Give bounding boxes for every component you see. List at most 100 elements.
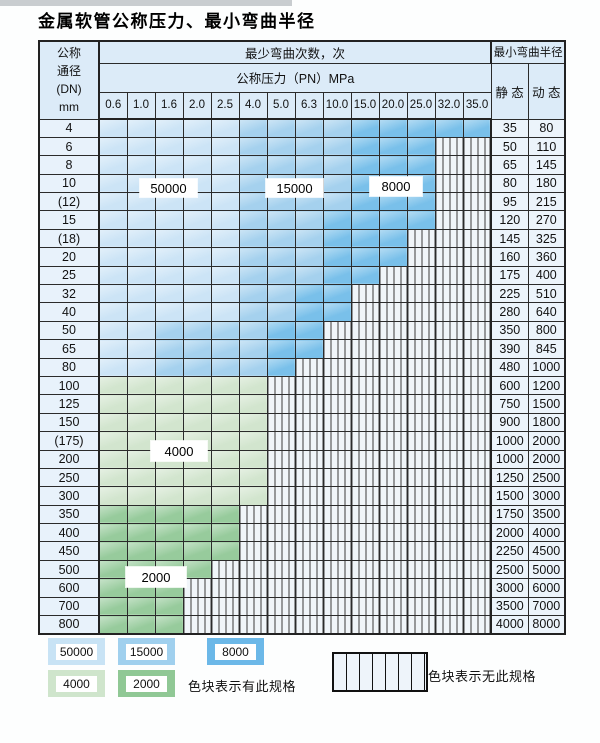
dn-cell: 100 [38,375,100,396]
cycle-cell [462,228,492,249]
cycle-cell [238,375,268,396]
cycle-cell [322,541,352,561]
static-radius-cell: 225 [490,284,529,304]
cycle-cell [266,339,296,359]
cycle-cell [238,559,268,580]
dn-cell: 150 [38,412,100,433]
cycle-cell [322,173,352,194]
cycle-cell [406,339,436,359]
dynamic-radius-cell: 110 [527,136,566,157]
cycle-cell [322,449,352,469]
dynamic-radius-cell: 1500 [527,394,566,414]
cycle-cell [238,210,268,230]
cycle-cell [210,431,240,451]
static-radius-cell: 4000 [490,615,529,635]
dynamic-radius-cell: 6000 [527,578,566,598]
cycle-cell [126,210,156,230]
static-radius-cell: 1750 [490,504,529,525]
cycle-cell [378,302,408,322]
header-dynamic: 动 态 [527,62,566,120]
dynamic-radius-cell: 800 [527,320,566,341]
cycle-cell [182,596,212,617]
cycle-cell [350,155,380,175]
cycle-cell [434,467,464,488]
cycle-cell [98,541,128,561]
cycle-cell [294,578,324,598]
static-radius-cell: 3500 [490,596,529,617]
dn-cell: (18) [38,228,100,249]
dn-cell: 800 [38,615,100,635]
table-row: 40 280 640 [38,302,566,322]
cycle-cell [294,155,324,175]
pressure-header: 2.5 [210,91,240,120]
static-radius-cell: 280 [490,302,529,322]
cycle-cell [322,394,352,414]
cycle-cell [378,155,408,175]
dynamic-radius-cell: 845 [527,339,566,359]
cycle-cell [210,136,240,157]
cycle-cell [350,357,380,377]
cycle-cell [210,339,240,359]
cycle-cell [98,486,128,506]
cycle-cell [98,467,128,488]
dn-cell: 65 [38,339,100,359]
cycle-cell [294,467,324,488]
static-radius-cell: 750 [490,394,529,414]
cycle-cell [322,228,352,249]
cycle-cell [210,596,240,617]
cycle-cell [350,449,380,469]
table-row: 150 900 1800 [38,412,566,433]
cycle-cell [434,449,464,469]
cycle-cell [406,247,436,267]
cycle-cell [434,559,464,580]
cycle-cell [434,375,464,396]
cycle-cell [406,541,436,561]
cycle-cell [294,596,324,617]
cycle-cell [294,339,324,359]
cycle-cell [322,118,352,138]
cycle-cell [266,302,296,322]
cycle-cell [154,210,184,230]
cycle-cell [462,210,492,230]
cycle-cell [322,265,352,286]
legend-swatch-4000-label: 4000 [56,675,97,692]
header-dn: 公称 通径 (DN) mm [38,40,100,120]
cycle-cell [210,284,240,304]
cycle-cell [98,504,128,525]
page-title: 金属软管公称压力、最小弯曲半径 [38,12,316,32]
cycle-cell [350,486,380,506]
table-row: 125 750 1500 [38,394,566,414]
cycle-cell [378,118,408,138]
zone-label-2000: 2000 [126,567,186,587]
dn-cell: 32 [38,284,100,304]
cycle-cell [406,523,436,543]
header-cycles-title: 最少弯曲次数，次 [98,40,492,64]
cycle-cell [294,136,324,157]
cycle-cell [266,596,296,617]
cycle-cell [182,615,212,635]
cycle-cell [462,431,492,451]
dn-cell: 400 [38,523,100,543]
table-row: 50 350 800 [38,320,566,341]
cycle-cell [154,339,184,359]
cycle-cell [238,247,268,267]
cycle-cell [322,578,352,598]
cycle-cell [434,192,464,212]
cycle-cell [406,284,436,304]
cycle-cell [182,578,212,598]
cycle-cell [266,541,296,561]
cycle-cell [378,339,408,359]
cycle-cell [294,412,324,433]
pressure-header: 1.0 [126,91,156,120]
cycle-cell [126,375,156,396]
scan-edge-strip [0,0,292,6]
cycle-cell [350,412,380,433]
cycle-cell [126,136,156,157]
cycle-cell [294,504,324,525]
cycle-cell [378,559,408,580]
cycle-cell [434,504,464,525]
static-radius-cell: 2000 [490,523,529,543]
cycle-cell [378,136,408,157]
static-radius-cell: 1000 [490,449,529,469]
